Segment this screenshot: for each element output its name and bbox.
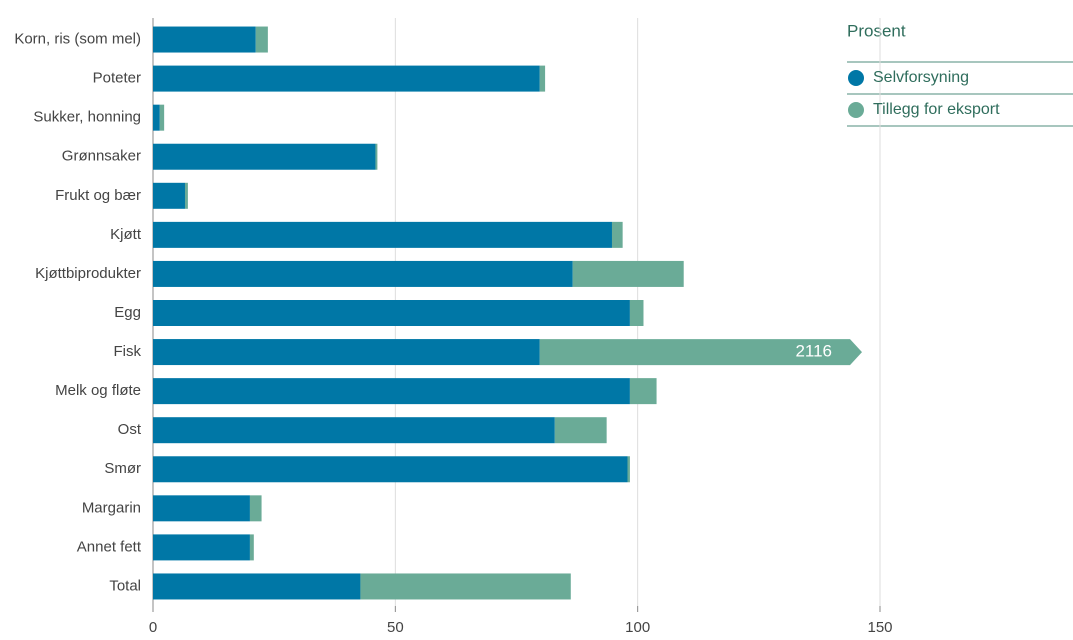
y-tick-label: Sukker, honning bbox=[33, 109, 141, 126]
legend-swatch bbox=[848, 102, 864, 118]
bar-segment bbox=[539, 65, 546, 92]
bar-segment bbox=[153, 260, 573, 287]
bar-segment bbox=[153, 378, 630, 405]
bar-segment bbox=[629, 300, 644, 326]
bar-segment bbox=[249, 534, 254, 561]
y-tick-label: Grønnsaker bbox=[62, 148, 141, 165]
y-tick-label: Ost bbox=[118, 421, 142, 438]
y-tick-label: Total bbox=[109, 577, 141, 594]
y-tick-label: Melk og fløte bbox=[55, 382, 141, 399]
x-tick-label: 100 bbox=[625, 619, 650, 635]
bar-segment bbox=[153, 495, 250, 522]
legend-label: Tillegg for eksport bbox=[873, 101, 1000, 118]
bar-segment bbox=[249, 495, 262, 522]
bar-segment bbox=[375, 143, 378, 170]
bar-segment bbox=[153, 300, 630, 326]
bar-segment bbox=[153, 534, 250, 561]
bar-segment bbox=[153, 104, 160, 131]
bar-segment bbox=[360, 573, 571, 600]
bar-segment bbox=[629, 378, 657, 405]
x-tick-label: 50 bbox=[387, 619, 404, 635]
bar-segment bbox=[255, 26, 268, 53]
x-tick-label: 150 bbox=[867, 619, 892, 635]
bar-segment bbox=[153, 339, 540, 366]
bar-segment bbox=[554, 417, 607, 444]
bar-segment bbox=[153, 456, 628, 483]
bar-segment bbox=[153, 182, 185, 209]
bar-segment bbox=[572, 260, 684, 287]
bar-annotation: 2116 bbox=[795, 342, 832, 361]
bar-segment bbox=[184, 182, 188, 209]
bar-segment bbox=[153, 143, 376, 170]
bar-segment bbox=[627, 456, 630, 483]
y-tick-label: Kjøtt bbox=[110, 226, 142, 243]
bar-segment bbox=[153, 573, 361, 600]
y-tick-label: Poteter bbox=[93, 70, 141, 87]
y-tick-label: Annet fett bbox=[77, 538, 142, 555]
bar-segment bbox=[539, 339, 862, 366]
y-tick-label: Korn, ris (som mel) bbox=[14, 31, 141, 48]
bar-segment bbox=[153, 65, 540, 92]
legend-swatch bbox=[848, 70, 864, 86]
y-tick-label: Egg bbox=[114, 304, 141, 321]
bar-segment bbox=[153, 26, 256, 53]
y-tick-label: Frukt og bær bbox=[55, 187, 141, 204]
x-tick-label: 0 bbox=[149, 619, 157, 635]
y-tick-label: Margarin bbox=[82, 499, 141, 516]
y-tick-label: Fisk bbox=[114, 343, 142, 360]
bar-segment bbox=[159, 104, 165, 131]
bar-segment bbox=[611, 221, 623, 248]
y-tick-label: Kjøttbiprodukter bbox=[35, 265, 141, 282]
y-tick-label: Smør bbox=[104, 460, 141, 477]
legend-title: Prosent bbox=[847, 21, 906, 40]
legend-label: Selvforsyning bbox=[873, 69, 969, 86]
bar-segment bbox=[153, 417, 555, 444]
bar-segment bbox=[153, 221, 612, 248]
